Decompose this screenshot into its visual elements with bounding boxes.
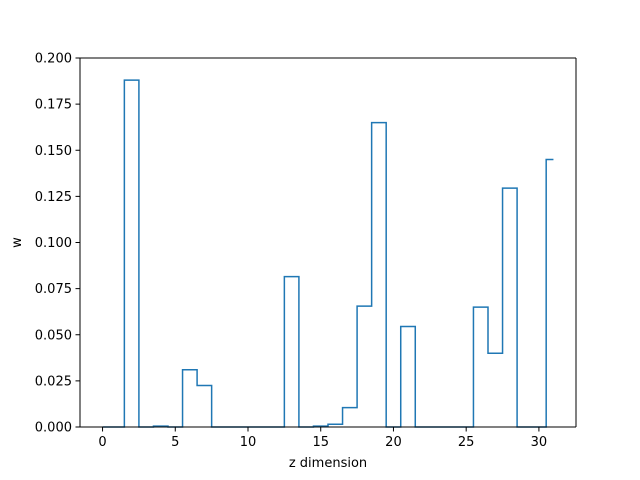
y-tick-label: 0.050 xyxy=(35,328,72,343)
x-axis: 0 5 10 15 20 25 30 xyxy=(98,427,547,450)
y-tick-label: 0.100 xyxy=(35,236,72,251)
y-axis-label: w xyxy=(10,237,25,248)
y-tick-label: 0.125 xyxy=(35,190,72,205)
axes-frame xyxy=(79,57,577,428)
y-tick-label: 0.000 xyxy=(35,421,72,436)
x-axis-label: z dimension xyxy=(289,456,367,471)
x-tick-label: 5 xyxy=(171,435,179,450)
y-tick-label: 0.025 xyxy=(35,374,72,389)
y-tick-label: 0.075 xyxy=(35,282,72,297)
x-tick-label: 20 xyxy=(385,435,402,450)
x-tick-label: 25 xyxy=(458,435,475,450)
x-tick-label: 30 xyxy=(531,435,548,450)
x-tick-label: 15 xyxy=(312,435,329,450)
y-tick-label: 0.175 xyxy=(35,98,72,113)
y-axis: 0.000 0.025 0.050 0.075 0.100 0.125 0.150 0.175… xyxy=(35,52,80,436)
y-tick-label: 0.200 xyxy=(35,52,72,67)
x-tick-label: 10 xyxy=(240,435,257,450)
y-tick-label: 0.150 xyxy=(35,144,72,159)
x-tick-label: 0 xyxy=(98,435,106,450)
